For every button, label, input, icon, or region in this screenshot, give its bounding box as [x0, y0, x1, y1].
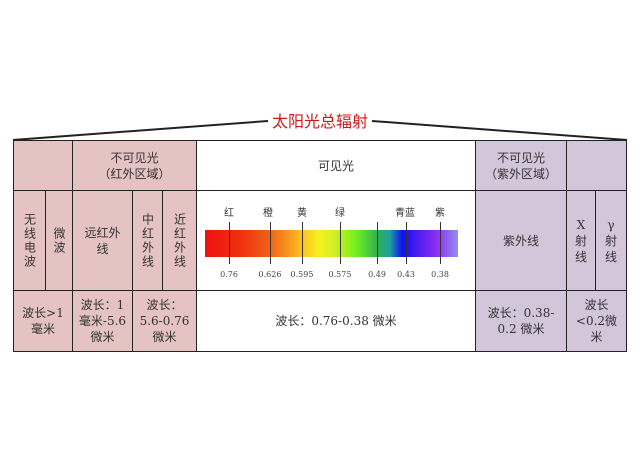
wavelength-value: 0.595: [290, 270, 314, 279]
ultraviolet-cell: 紫外线: [475, 190, 567, 291]
wavelength-value: 0.49: [368, 270, 386, 279]
visible-header: 可见光: [196, 140, 476, 191]
color-label: 黄: [297, 208, 307, 219]
mid-infrared-cell: 中红外线: [132, 190, 163, 291]
color-label: 青蓝: [395, 208, 415, 219]
wavelength-value: 0.575: [328, 270, 352, 279]
radio-wave-cell: 无线电波: [13, 190, 46, 291]
far-ir-wavelength: 波长：1毫米-5.6微米: [72, 290, 133, 352]
spectrum-tick: [270, 222, 271, 264]
spectrum-tick: [406, 222, 407, 264]
xray-gamma-wavelength: 波长<0.2微米: [566, 290, 627, 352]
color-label: 橙: [263, 208, 273, 219]
spectrum-tick: [302, 222, 303, 264]
spectrum-bar: [205, 230, 458, 257]
empty-header-cell: [13, 140, 73, 191]
wavelength-value: 0.76: [220, 270, 238, 279]
near-infrared-cell: 近红外线: [162, 190, 197, 291]
mid-near-ir-wavelength: 波长：5.6-0.76微米: [132, 290, 197, 352]
visible-wavelength: 波长：0.76-0.38 微米: [196, 290, 476, 352]
spectrum-tick: [229, 222, 230, 264]
uv-wavelength: 波长：0.38-0.2 微米: [475, 290, 567, 352]
color-label: 紫: [435, 208, 445, 219]
wavelength-value: 0.626: [258, 270, 282, 279]
ultraviolet-header: 不可见光 （紫外区域）: [475, 140, 567, 191]
radio-micro-wavelength: 波长>1毫米: [13, 290, 73, 352]
spectrum-tick: [340, 222, 341, 264]
diagram-title: 太阳光总辐射: [271, 112, 368, 131]
color-label: 绿: [335, 208, 345, 219]
far-infrared-cell: 远红外线: [72, 190, 133, 291]
spectrum-tick: [440, 222, 441, 264]
gamma-ray-cell: γ射线: [595, 190, 627, 291]
wavelength-value: 0.38: [431, 270, 449, 279]
microwave-cell: 微波: [45, 190, 73, 291]
color-label: 红: [224, 208, 234, 219]
spectrum-tick: [377, 222, 378, 264]
empty-header-cell: [566, 140, 627, 191]
wavelength-value: 0.43: [397, 270, 415, 279]
infrared-header: 不可见光 （红外区域）: [72, 140, 197, 191]
xray-cell: X射线: [566, 190, 596, 291]
